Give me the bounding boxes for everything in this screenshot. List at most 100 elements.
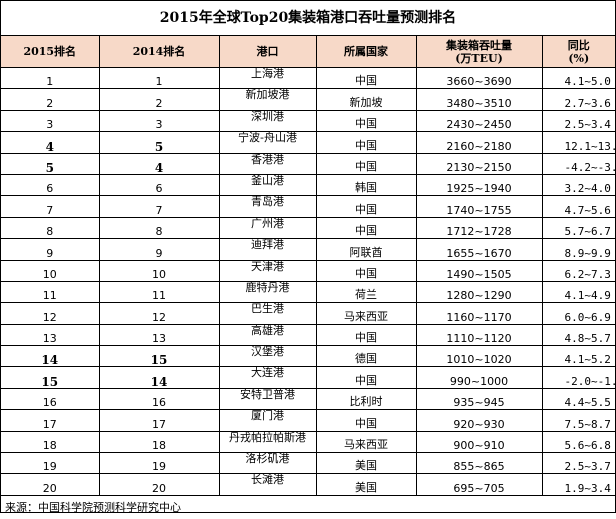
rank-2015-cell: 8 — [1, 216, 100, 240]
yoy-cell: 4.1~4.9 — [541, 280, 615, 304]
rank-2014-cell: 3 — [98, 109, 220, 133]
country-cell: 马来西亚 — [315, 430, 417, 454]
throughput-cell: 2160~2180 — [415, 131, 543, 154]
yoy-cell: 3.2~4.0 — [541, 173, 615, 197]
rank-2015-cell: 4 — [1, 131, 100, 154]
rank-2014-cell: 1 — [98, 66, 220, 90]
rank-2014-cell: 16 — [98, 387, 220, 411]
header-throughput: 集装箱吞吐量 (万TEU) — [415, 36, 543, 68]
port-cell: 香港港 — [218, 152, 317, 175]
rank-2014-cell: 4 — [98, 152, 220, 175]
country-cell: 中国 — [315, 259, 417, 282]
yoy-cell: 4.8~5.7 — [541, 323, 615, 347]
country-cell: 荷兰 — [315, 280, 417, 304]
port-cell: 鹿特丹港 — [218, 280, 317, 304]
yoy-cell: 5.6~6.8 — [541, 430, 615, 454]
yoy-cell: 4.1~5.2 — [541, 345, 615, 368]
country-cell: 阿联酋 — [315, 238, 417, 261]
ranking-table: 2015排名 2014排名 港口 所属国家 集装箱吞吐量 (万TEU) 同比 (… — [1, 36, 616, 496]
yoy-cell: 7.5~8.7 — [541, 409, 615, 432]
port-cell: 上海港 — [218, 66, 317, 90]
table-row: 8 8 广州港 中国 1712~1728 5.7~6.7 — [1, 216, 615, 240]
port-cell: 新加坡港 — [218, 88, 317, 111]
rank-2014-cell: 10 — [98, 259, 220, 282]
rank-2015-cell: 14 — [1, 345, 100, 368]
country-cell: 中国 — [315, 216, 417, 240]
throughput-cell: 2130~2150 — [415, 152, 543, 175]
rank-2014-cell: 7 — [98, 195, 220, 218]
rank-2014-cell: 14 — [98, 366, 220, 389]
yoy-cell: 4.1~5.0 — [541, 66, 615, 90]
rank-2014-cell: 12 — [98, 302, 220, 325]
throughput-cell: 935~945 — [415, 387, 543, 411]
header-throughput-line2: (万TEU) — [455, 51, 503, 65]
rank-2015-cell: 9 — [1, 238, 100, 261]
rank-2014-cell: 6 — [98, 173, 220, 197]
yoy-cell: 1.9~3.4 — [541, 473, 615, 496]
throughput-cell: 1160~1170 — [415, 302, 543, 325]
throughput-cell: 855~865 — [415, 452, 543, 475]
throughput-cell: 2430~2450 — [415, 109, 543, 133]
rank-2015-cell: 13 — [1, 323, 100, 347]
throughput-cell: 1712~1728 — [415, 216, 543, 240]
rank-2015-cell: 12 — [1, 302, 100, 325]
throughput-cell: 900~910 — [415, 430, 543, 454]
throughput-cell: 920~930 — [415, 409, 543, 432]
yoy-cell: 8.9~9.9 — [541, 238, 615, 261]
rank-2015-cell: 18 — [1, 430, 100, 454]
rank-2015-cell: 5 — [1, 152, 100, 175]
port-cell: 青岛港 — [218, 195, 317, 218]
table-row: 14 15 汉堡港 德国 1010~1020 4.1~5.2 — [1, 345, 615, 368]
country-cell: 中国 — [315, 409, 417, 432]
port-cell: 天津港 — [218, 259, 317, 282]
country-cell: 中国 — [315, 152, 417, 175]
throughput-cell: 3480~3510 — [415, 88, 543, 111]
throughput-cell: 1280~1290 — [415, 280, 543, 304]
throughput-cell: 1925~1940 — [415, 173, 543, 197]
port-cell: 釜山港 — [218, 173, 317, 197]
yoy-cell: 6.0~6.9 — [541, 302, 615, 325]
yoy-cell: 2.7~3.6 — [541, 88, 615, 111]
rank-2014-cell: 17 — [98, 409, 220, 432]
throughput-cell: 695~705 — [415, 473, 543, 496]
rank-2014-cell: 20 — [98, 473, 220, 496]
port-cell: 迪拜港 — [218, 238, 317, 261]
rank-2015-cell: 20 — [1, 473, 100, 496]
table-row: 9 9 迪拜港 阿联酋 1655~1670 8.9~9.9 — [1, 238, 615, 261]
header-country: 所属国家 — [315, 36, 417, 68]
yoy-cell: 4.4~5.5 — [541, 387, 615, 411]
port-cell: 汉堡港 — [218, 345, 317, 368]
rank-2014-cell: 8 — [98, 216, 220, 240]
rank-2014-cell: 9 — [98, 238, 220, 261]
yoy-cell: 5.7~6.7 — [541, 216, 615, 240]
rank-2015-cell: 2 — [1, 88, 100, 111]
header-port: 港口 — [218, 36, 317, 68]
table-row: 1 1 上海港 中国 3660~3690 4.1~5.0 — [1, 66, 615, 90]
table-row: 3 3 深圳港 中国 2430~2450 2.5~3.4 — [1, 109, 615, 133]
rank-2015-cell: 6 — [1, 173, 100, 197]
port-cell: 大连港 — [218, 366, 317, 389]
country-cell: 中国 — [315, 109, 417, 133]
header-rank-2014: 2014排名 — [98, 36, 220, 68]
rank-2015-cell: 17 — [1, 409, 100, 432]
rank-2014-cell: 18 — [98, 430, 220, 454]
rank-2014-cell: 15 — [98, 345, 220, 368]
country-cell: 美国 — [315, 473, 417, 496]
port-cell: 厦门港 — [218, 409, 317, 432]
header-rank-2015: 2015排名 — [1, 36, 100, 68]
header-yoy-line2: (%) — [568, 51, 590, 65]
yoy-cell: 12.1~13.2 — [541, 131, 616, 154]
yoy-cell: -4.2~-3.3 — [541, 152, 616, 175]
rank-2015-cell: 15 — [1, 366, 100, 389]
header-throughput-line1: 集装箱吞吐量 — [446, 38, 512, 52]
yoy-cell: 4.7~5.6 — [541, 195, 615, 218]
country-cell: 新加坡 — [315, 88, 417, 111]
table-row: 20 20 长滩港 美国 695~705 1.9~3.4 — [1, 473, 615, 496]
rank-2014-cell: 11 — [98, 280, 220, 304]
table-row: 12 12 巴生港 马来西亚 1160~1170 6.0~6.9 — [1, 302, 615, 325]
rank-2015-cell: 7 — [1, 195, 100, 218]
